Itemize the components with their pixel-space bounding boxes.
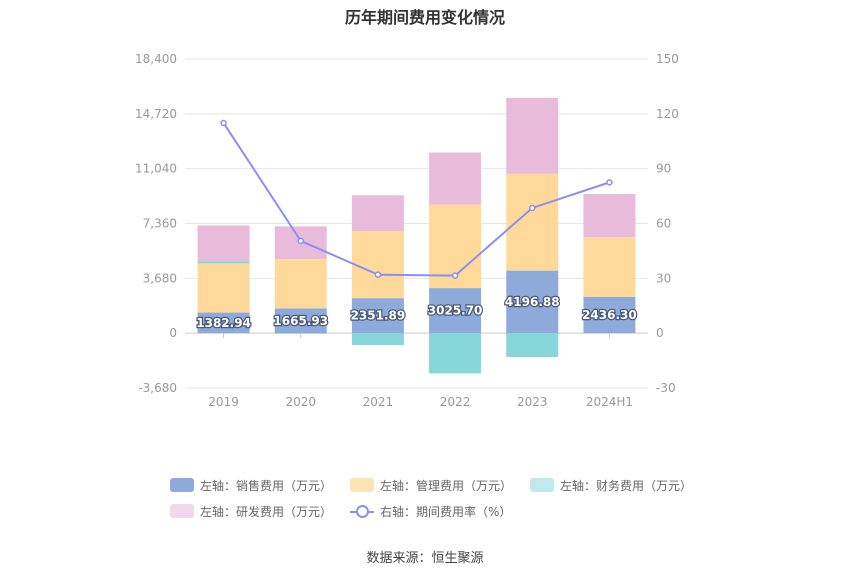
legend-label-sales: 左轴：销售费用（万元） — [200, 478, 333, 493]
bar-segment-2 — [506, 333, 559, 358]
y-right-tick-label: -30 — [656, 381, 676, 395]
y-left-tick-label: 14,720 — [135, 107, 177, 121]
bar-segment-0 — [583, 296, 636, 334]
ratio-line — [222, 122, 610, 277]
bar-segment-2 — [197, 261, 250, 264]
y-left-tick-label: 0 — [169, 326, 177, 340]
legend: 左轴：销售费用（万元） 左轴：管理费用（万元） 左轴：财务费用（万元） 左轴：研… — [170, 472, 692, 524]
y-left-tick-label: -3,680 — [138, 381, 177, 395]
ratio-point — [374, 271, 382, 278]
bar-segment-0 — [197, 312, 250, 334]
x-tick-label: 2019 — [208, 395, 239, 409]
bar-data-label: 2436.30 — [582, 308, 637, 322]
bar-segment-3 — [583, 194, 636, 238]
y-left-tick-label: 18,400 — [135, 52, 177, 66]
bar-data-label: 4196.88 — [505, 295, 560, 309]
bar-segment-2 — [274, 333, 327, 334]
legend-label-finance: 左轴：财务费用（万元） — [560, 478, 693, 493]
legend-label-admin: 左轴：管理费用（万元） — [380, 478, 513, 493]
y-left-tick-label: 7,360 — [143, 217, 177, 231]
bar-segment-0 — [274, 308, 327, 334]
bar-segment-3 — [351, 195, 404, 232]
ratio-point — [529, 204, 536, 212]
bar-data-label: 2351.89 — [351, 309, 406, 323]
legend-swatch-rnd — [170, 504, 194, 518]
y-right-tick-label: 30 — [656, 271, 671, 285]
x-tick-label: 2021 — [363, 395, 394, 409]
legend-swatch-sales — [170, 478, 194, 492]
bar-data-label: 1382.94 — [196, 316, 251, 330]
bar-segment-1 — [351, 231, 404, 299]
bar-segment-0 — [429, 288, 482, 334]
ratio-point — [297, 237, 304, 245]
y-left-tick-label: 3,680 — [143, 271, 177, 285]
bar-segment-1 — [274, 259, 327, 309]
legend-line-icon — [350, 504, 375, 518]
y-right-tick-label: 0 — [656, 326, 664, 340]
bar-segment-3 — [197, 225, 250, 262]
legend-swatch-admin — [350, 478, 375, 492]
legend-item-sales[interactable]: 左轴：销售费用（万元） — [170, 477, 332, 494]
y-right-tick-label: 120 — [656, 107, 679, 121]
ratio-point — [220, 119, 227, 127]
ratio-point — [451, 272, 459, 279]
y-left-tick-label: 11,040 — [135, 162, 177, 176]
y-right-tick-label: 150 — [656, 52, 679, 66]
bar-segment-1 — [506, 173, 559, 271]
y-right-tick-label: 60 — [656, 217, 671, 231]
x-tick-label: 2022 — [440, 395, 471, 409]
bar-segment-0 — [351, 298, 404, 334]
x-tick-label: 2020 — [285, 395, 316, 409]
legend-swatch-finance — [530, 478, 555, 492]
x-tick-label: 2023 — [517, 395, 548, 409]
bar-segment-1 — [583, 237, 636, 297]
legend-item-finance[interactable]: 左轴：财务费用（万元） — [530, 477, 692, 494]
legend-item-admin[interactable]: 左轴：管理费用（万元） — [350, 477, 512, 494]
legend-label-rnd: 左轴：研发费用（万元） — [200, 504, 333, 519]
source-note: 数据来源：恒生聚源 — [366, 551, 484, 566]
bar-data-label: 1665.93 — [273, 314, 328, 328]
legend-label-ratio: 右轴：期间费用率（%） — [380, 504, 512, 519]
x-tick-label: 2024H1 — [586, 395, 633, 409]
bar-segment-3 — [429, 152, 482, 205]
legend-item-rnd[interactable]: 左轴：研发费用（万元） — [170, 503, 332, 520]
bar-segment-1 — [197, 263, 250, 313]
bar-segment-0 — [506, 270, 559, 334]
legend-item-ratio[interactable]: 右轴：期间费用率（%） — [350, 503, 511, 520]
bar-data-label: 3025.70 — [428, 304, 483, 318]
bar-segment-3 — [506, 97, 559, 174]
chart-title: 历年期间费用变化情况 — [344, 8, 505, 27]
y-right-tick-label: 90 — [656, 162, 671, 176]
ratio-point — [606, 179, 613, 186]
bar-segment-2 — [429, 333, 482, 374]
bar-segment-2 — [351, 333, 404, 346]
